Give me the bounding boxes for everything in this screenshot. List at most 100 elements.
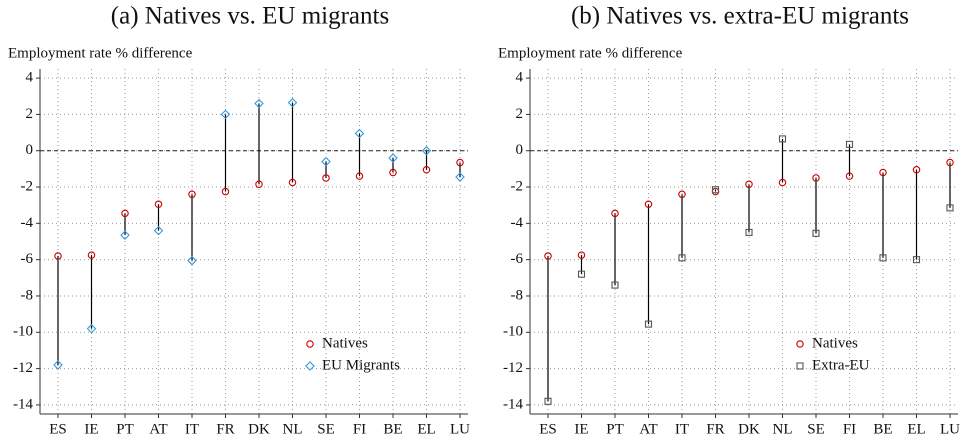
data-point: [845, 172, 854, 180]
x-tick-label: IE: [84, 421, 98, 437]
data-point: [946, 158, 954, 167]
x-tick-label: DK: [738, 421, 760, 437]
x-tick-label: NL: [283, 421, 303, 437]
data-point: [287, 97, 298, 108]
data-point: [389, 168, 397, 177]
y-tick-label: -8: [511, 287, 524, 303]
x-tick-label: FI: [843, 421, 856, 437]
legend-label: EU Migrants: [322, 357, 400, 373]
y-tick-label: 4: [516, 70, 524, 86]
x-tick-label: AT: [149, 421, 167, 437]
y-tick-label: -4: [21, 215, 34, 231]
y-tick-label: -14: [503, 396, 523, 412]
data-point: [879, 168, 887, 177]
data-point: [255, 180, 263, 189]
data-point: [678, 254, 686, 262]
data-point: [544, 397, 552, 405]
x-tick-label: AT: [639, 421, 657, 437]
data-point: [153, 225, 164, 236]
x-tick-label: PT: [116, 421, 134, 437]
legend-marker: [796, 362, 804, 370]
data-point: [120, 230, 130, 240]
data-point: [86, 323, 97, 334]
data-point: [812, 229, 820, 237]
x-tick-label: FR: [706, 421, 724, 437]
data-point: [711, 186, 720, 194]
y-tick-label: 2: [26, 106, 34, 122]
chart-title: (b) Natives vs. extra-EU migrants: [571, 3, 909, 30]
x-tick-label: FR: [216, 421, 234, 437]
data-point: [87, 251, 96, 259]
data-point: [154, 200, 163, 209]
data-point: [53, 360, 63, 370]
data-point: [456, 158, 464, 167]
x-tick-label: LU: [940, 421, 960, 437]
data-point: [355, 172, 364, 180]
y-tick-label: -10: [13, 324, 33, 340]
data-point: [220, 109, 231, 120]
x-tick-label: EL: [417, 421, 435, 437]
data-point: [946, 204, 954, 212]
y-tick-label: -6: [511, 251, 524, 267]
legend-marker: [796, 340, 804, 348]
data-point: [421, 145, 432, 156]
legend-label: Natives: [322, 335, 368, 351]
legend-marker: [305, 361, 315, 371]
data-point: [577, 270, 586, 278]
data-point: [879, 254, 887, 262]
data-point: [644, 200, 653, 209]
data-point: [812, 174, 820, 182]
x-tick-label: PT: [606, 421, 624, 437]
x-tick-label: NL: [773, 421, 793, 437]
data-point: [577, 251, 586, 259]
x-tick-label: DK: [248, 421, 270, 437]
y-axis-label: Employment rate % difference: [8, 45, 193, 61]
data-point: [912, 256, 921, 264]
x-tick-label: IT: [675, 421, 689, 437]
x-tick-label: SE: [317, 421, 335, 437]
x-tick-label: LU: [450, 421, 470, 437]
data-point: [288, 178, 297, 187]
x-tick-label: FI: [353, 421, 366, 437]
data-point: [422, 166, 431, 174]
data-point: [845, 140, 854, 148]
data-point: [745, 180, 753, 189]
y-tick-label: 2: [516, 106, 524, 122]
legend-marker: [306, 340, 314, 348]
y-tick-label: -12: [13, 360, 33, 376]
y-tick-label: 0: [516, 142, 524, 158]
y-tick-label: 0: [26, 142, 34, 158]
data-point: [321, 156, 331, 167]
x-tick-label: BE: [383, 421, 402, 437]
y-tick-label: -4: [511, 215, 524, 231]
data-point: [778, 135, 787, 143]
legend-label: Extra-EU: [812, 357, 870, 373]
legend-label: Natives: [812, 335, 858, 351]
x-tick-label: IT: [185, 421, 199, 437]
y-tick-label: -2: [21, 178, 34, 194]
data-point: [388, 153, 398, 163]
y-tick-label: -14: [13, 396, 33, 412]
data-point: [544, 252, 552, 260]
y-tick-label: -8: [21, 287, 34, 303]
data-point: [778, 178, 787, 187]
data-point: [187, 255, 197, 266]
data-point: [912, 166, 921, 174]
x-tick-label: IE: [574, 421, 588, 437]
x-tick-label: ES: [49, 421, 67, 437]
y-tick-label: -12: [503, 360, 523, 376]
data-point: [455, 172, 465, 182]
data-point: [322, 174, 330, 182]
data-point: [188, 190, 196, 199]
x-tick-label: BE: [873, 421, 892, 437]
data-point: [121, 209, 129, 218]
y-tick-label: -6: [21, 251, 34, 267]
data-point: [644, 320, 653, 328]
x-tick-label: EL: [907, 421, 925, 437]
data-point: [54, 252, 62, 260]
data-point: [678, 190, 686, 199]
data-point: [611, 209, 619, 218]
y-tick-label: 4: [26, 70, 34, 86]
